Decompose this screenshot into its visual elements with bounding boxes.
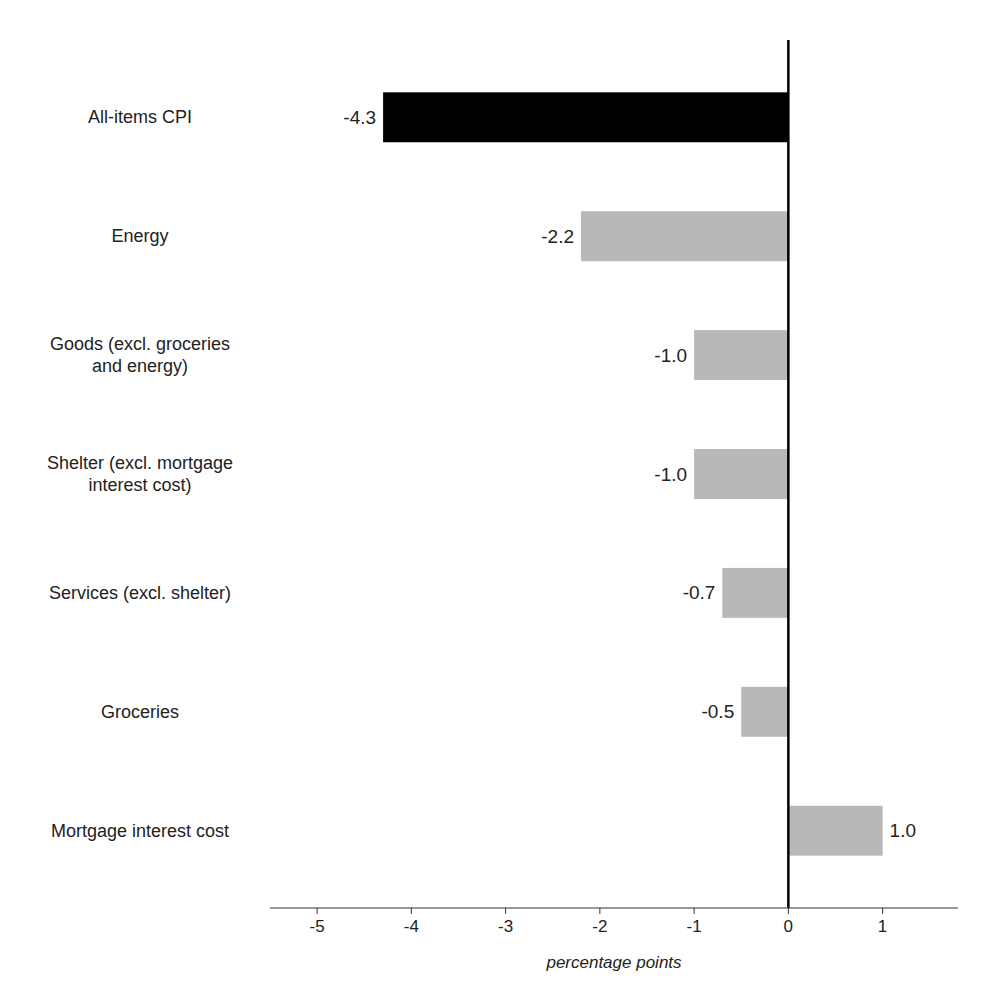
x-tick xyxy=(505,908,506,914)
x-tick-label: -2 xyxy=(592,917,607,936)
page: {"chart_data": {"type": "bar", "orientat… xyxy=(0,0,1003,1003)
category-label-line: Groceries xyxy=(101,702,179,722)
category-label: Goods (excl. groceriesand energy) xyxy=(50,334,230,376)
zero-line xyxy=(787,40,790,908)
category-label: Mortgage interest cost xyxy=(51,821,229,841)
category-label: All-items CPI xyxy=(88,107,192,127)
x-tick-label: 1 xyxy=(878,917,887,936)
category-label-line: Mortgage interest cost xyxy=(51,821,229,841)
x-tick xyxy=(317,908,318,914)
x-tick-label: -1 xyxy=(687,917,702,936)
bar xyxy=(383,92,788,142)
bar xyxy=(694,449,788,499)
category-label-line: interest cost) xyxy=(88,475,191,495)
category-label: Services (excl. shelter) xyxy=(49,583,231,603)
category-label: Shelter (excl. mortgageinterest cost) xyxy=(47,453,233,495)
x-tick xyxy=(411,908,412,914)
category-label-line: and energy) xyxy=(92,356,188,376)
chart-container: 1.0 -0.5 -0.7 -1.0 -1.0 -2.2 -4.3 Mortgage inte… xyxy=(0,0,1003,1003)
category-label: Groceries xyxy=(101,702,179,722)
bar xyxy=(788,806,882,856)
x-tick-label: -4 xyxy=(404,917,419,936)
data-label: -1.0 xyxy=(654,464,687,485)
bar xyxy=(722,568,788,618)
category-label-line: Shelter (excl. mortgage xyxy=(47,453,233,473)
x-axis: -5 -4 -3 -2 -1 0 1 xyxy=(270,908,958,936)
chart: 1.0 -0.5 -0.7 -1.0 -1.0 -2.2 -4.3 Mortgage inte… xyxy=(0,0,1003,1003)
data-label: -2.2 xyxy=(541,226,574,247)
category-label-line: Services (excl. shelter) xyxy=(49,583,231,603)
category-labels: Mortgage interest cost Groceries Services … xyxy=(47,107,233,840)
x-tick xyxy=(599,908,600,914)
x-tick-label: 0 xyxy=(784,917,793,936)
data-labels: 1.0 -0.5 -0.7 -1.0 -1.0 -2.2 -4.3 xyxy=(343,107,916,841)
x-tick xyxy=(694,908,695,914)
data-label: -0.5 xyxy=(701,701,734,722)
bar xyxy=(741,687,788,737)
x-tick xyxy=(788,908,789,914)
category-label-line: All-items CPI xyxy=(88,107,192,127)
x-axis-line xyxy=(270,907,958,908)
category-label-line: Goods (excl. groceries xyxy=(50,334,230,354)
data-label: 1.0 xyxy=(890,820,916,841)
data-label: -1.0 xyxy=(654,345,687,366)
data-label: -0.7 xyxy=(683,582,716,603)
x-axis-label: percentage points xyxy=(545,953,682,972)
category-label-line: Energy xyxy=(111,226,168,246)
category-label: Energy xyxy=(111,226,168,246)
data-label: -4.3 xyxy=(343,107,376,128)
bar xyxy=(581,211,788,261)
x-tick-label: -5 xyxy=(310,917,325,936)
x-tick xyxy=(882,908,883,914)
bars xyxy=(383,92,883,855)
x-tick-label: -3 xyxy=(498,917,513,936)
bar xyxy=(694,330,788,380)
